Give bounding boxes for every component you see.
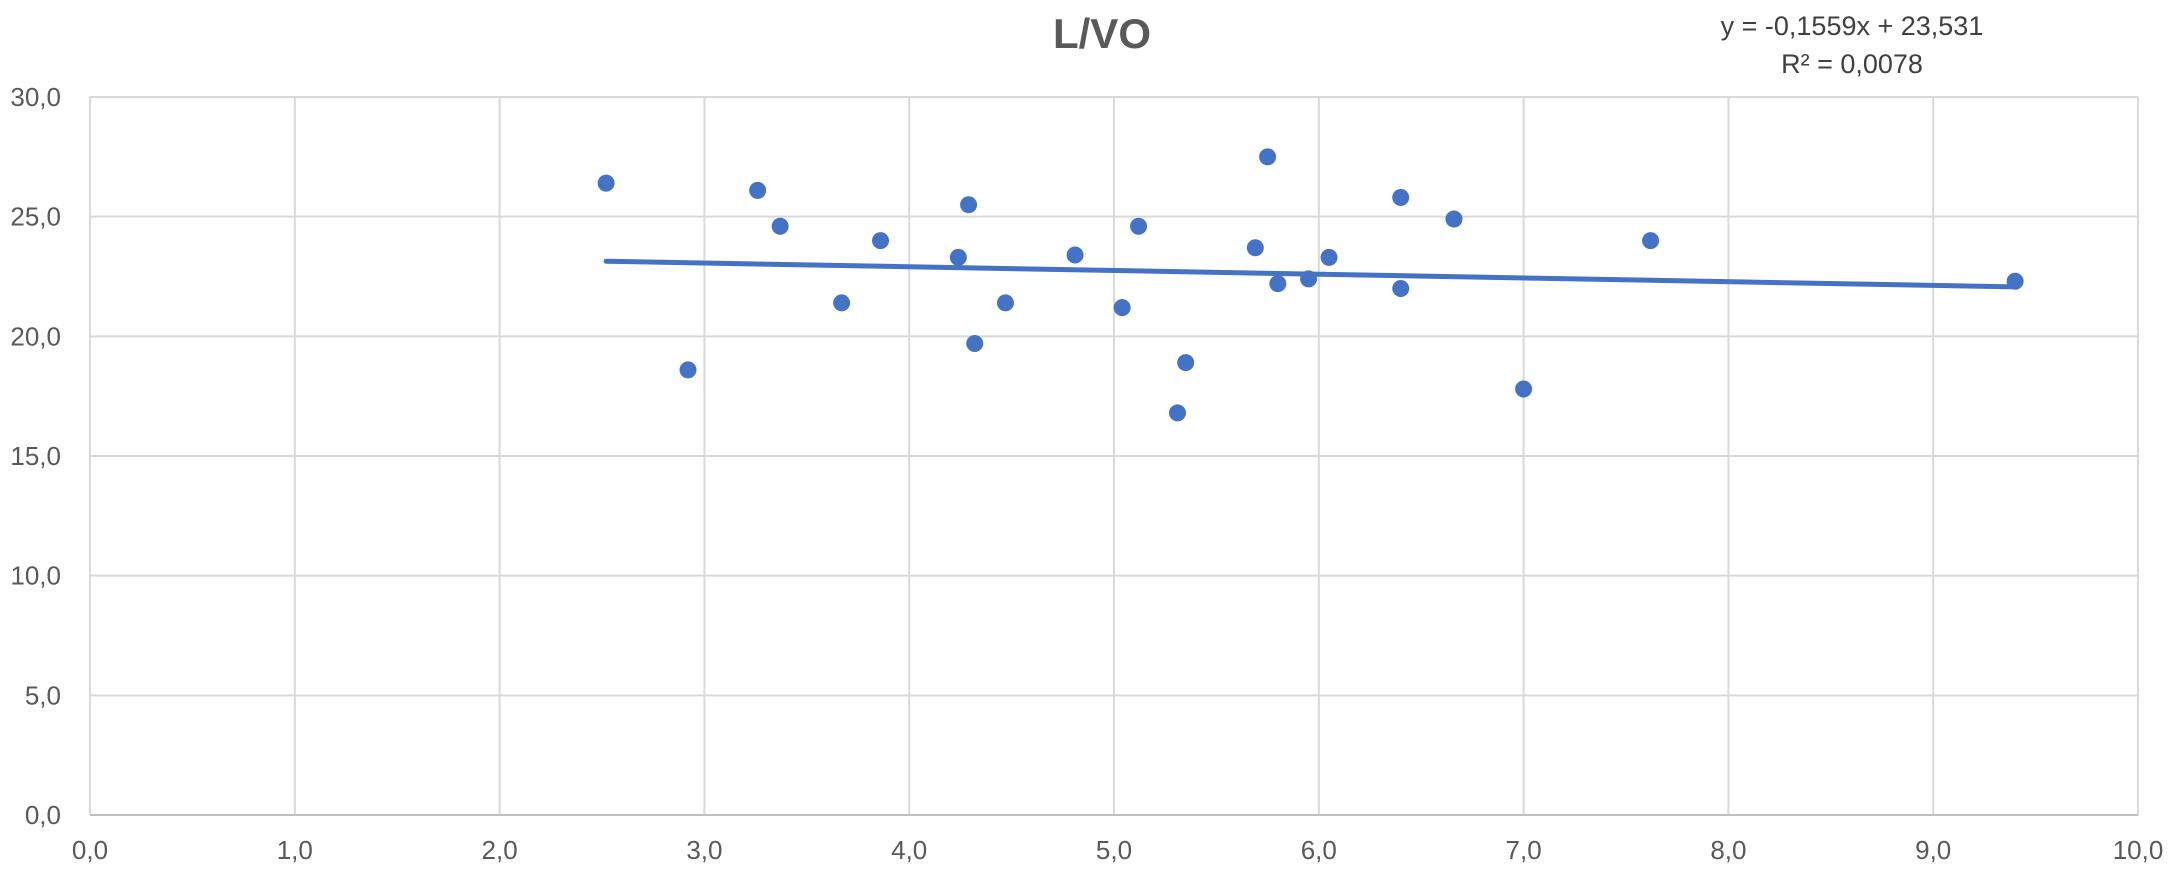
trendline-equation: y = -0,1559x + 23,531 [1721, 11, 1984, 41]
y-tick-label: 30,0 [10, 82, 61, 112]
chart-title: L/VO [1053, 10, 1151, 57]
data-point [1300, 270, 1318, 288]
data-point [679, 361, 697, 379]
gridlines [89, 96, 2139, 815]
data-point [597, 174, 615, 192]
data-point [771, 217, 789, 235]
data-point [2006, 272, 2024, 290]
data-point [1392, 189, 1410, 207]
data-point [1130, 217, 1148, 235]
data-point [1445, 210, 1463, 228]
x-tick-label: 3,0 [686, 835, 722, 865]
y-tick-label: 0,0 [25, 800, 61, 830]
data-point [966, 335, 984, 353]
x-tick-label: 0,0 [72, 835, 108, 865]
y-axis-ticks: 0,0 5,0 10,0 15,0 20,0 25,0 30,0 [10, 82, 61, 830]
data-point [1113, 299, 1131, 317]
data-point [1066, 246, 1084, 264]
data-point [1320, 248, 1338, 266]
data-point [749, 181, 767, 199]
y-tick-label: 15,0 [10, 441, 61, 471]
x-tick-label: 7,0 [1506, 835, 1542, 865]
y-tick-label: 20,0 [10, 321, 61, 351]
data-point [1177, 354, 1195, 372]
data-point [1642, 232, 1660, 250]
data-point [996, 294, 1014, 312]
data-point [1168, 404, 1186, 422]
x-tick-label: 9,0 [1915, 835, 1951, 865]
x-tick-label: 5,0 [1096, 835, 1132, 865]
trendline-r-squared: R² = 0,0078 [1781, 49, 1923, 79]
data-point [1269, 275, 1287, 293]
x-tick-label: 10,0 [2113, 835, 2164, 865]
x-tick-label: 8,0 [1710, 835, 1746, 865]
data-point [872, 232, 890, 250]
data-point [1392, 279, 1410, 297]
data-point [1259, 148, 1277, 166]
data-point [960, 196, 978, 214]
y-tick-label: 5,0 [25, 680, 61, 710]
x-tick-label: 2,0 [482, 835, 518, 865]
data-points [597, 148, 2024, 422]
y-tick-label: 25,0 [10, 202, 61, 232]
x-tick-label: 6,0 [1301, 835, 1337, 865]
x-tick-label: 4,0 [891, 835, 927, 865]
data-point [1246, 239, 1264, 257]
data-point [949, 248, 967, 266]
data-point [833, 294, 851, 312]
x-tick-label: 1,0 [277, 835, 313, 865]
x-axis-ticks: 0,0 1,0 2,0 3,0 4,0 5,0 6,0 7,0 8,0 9,0 10,0 [72, 835, 2163, 865]
data-point [1515, 380, 1533, 398]
y-tick-label: 10,0 [10, 561, 61, 591]
